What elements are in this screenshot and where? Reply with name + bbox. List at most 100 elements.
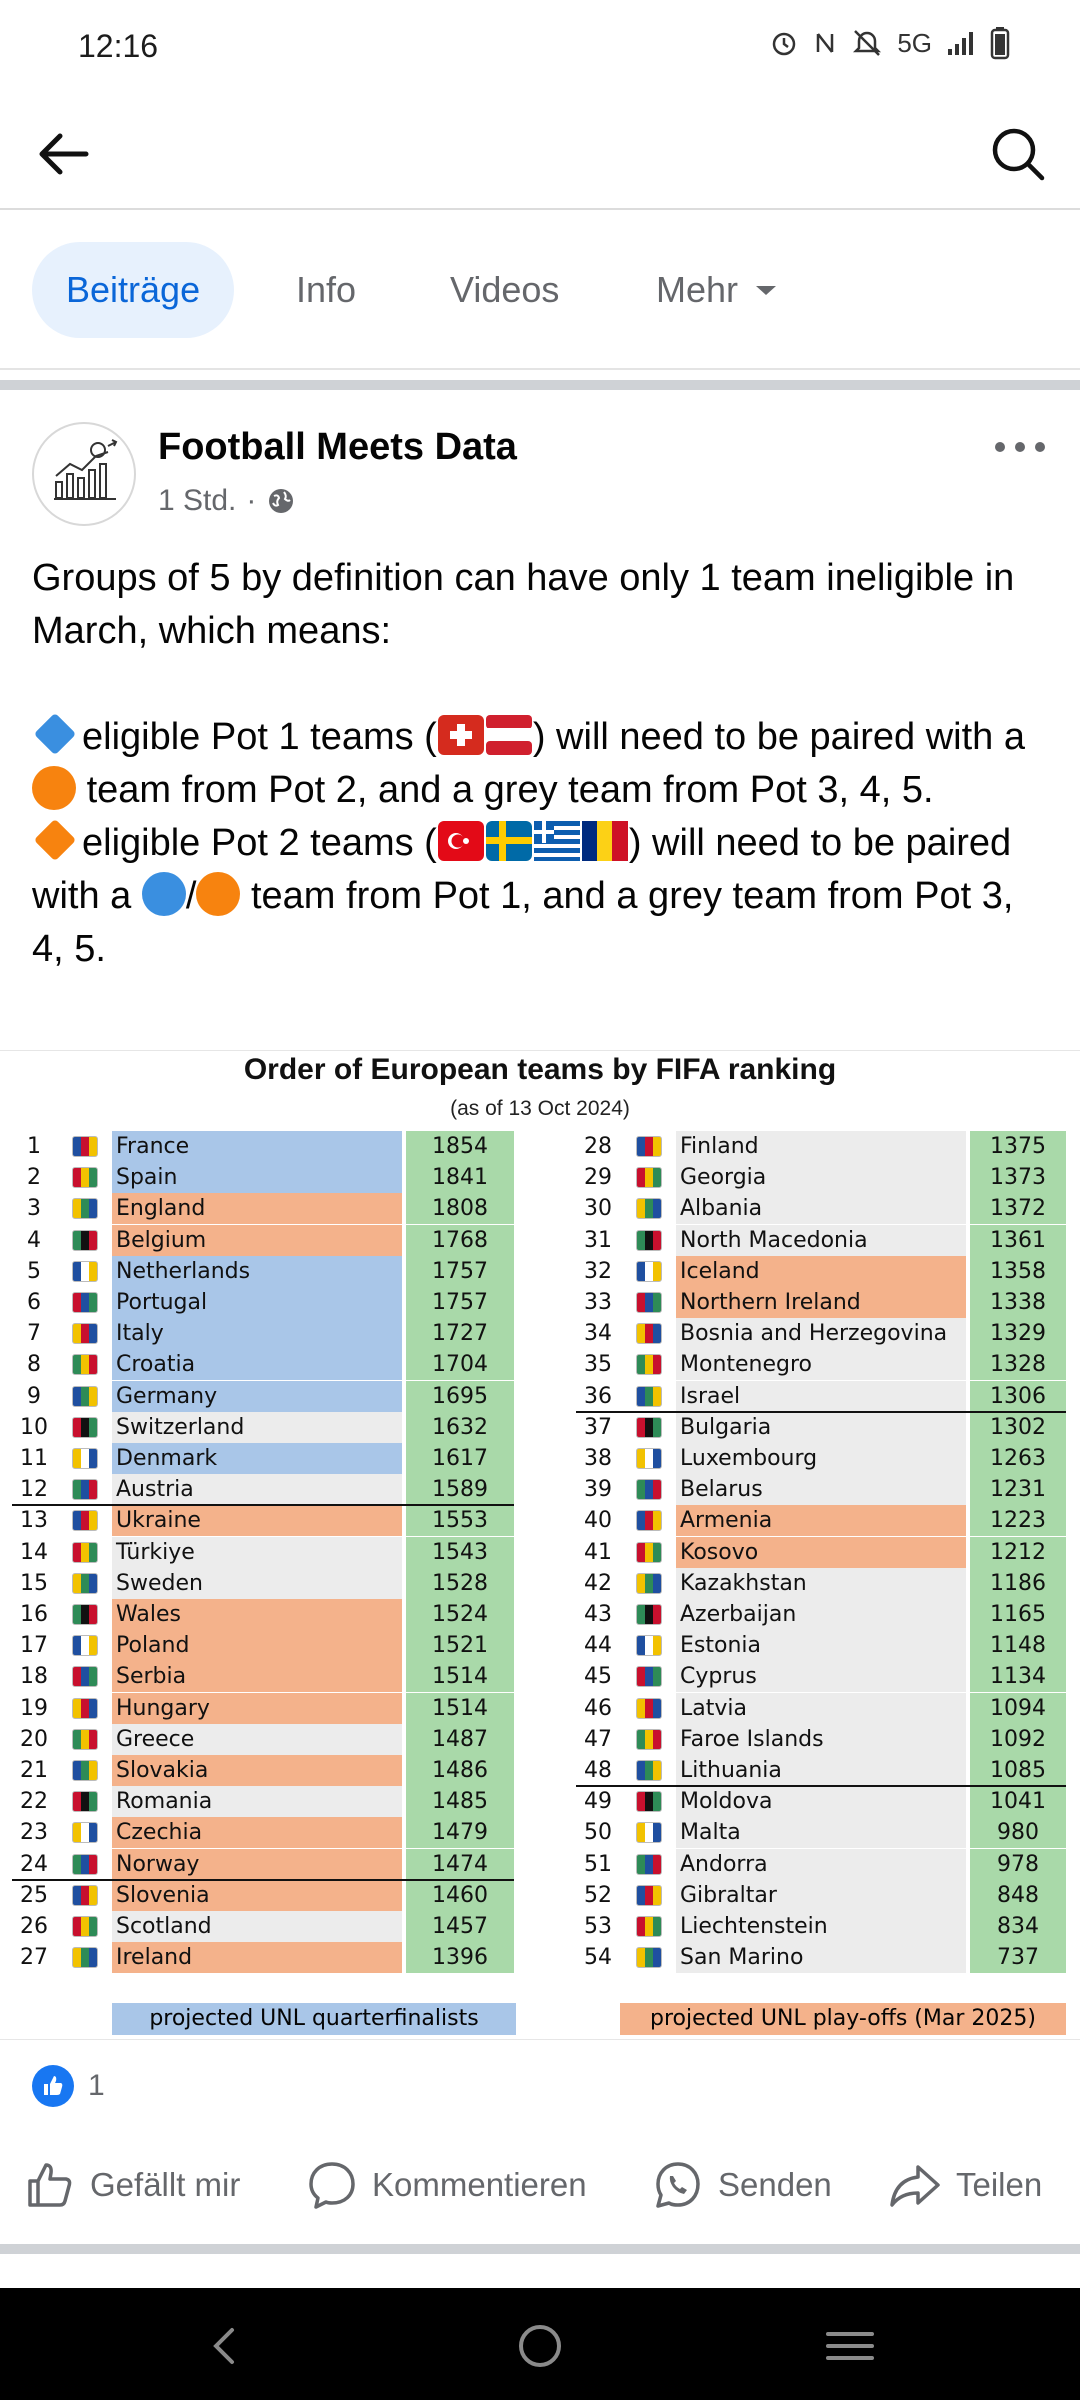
- pot-separator-line: [12, 1878, 514, 1881]
- team-name: Greece: [112, 1723, 402, 1755]
- rank-number: 45: [584, 1664, 612, 1690]
- nav-back-button[interactable]: [196, 2318, 256, 2374]
- rank-number: 38: [584, 1446, 612, 1471]
- team-flag-icon: [636, 1822, 662, 1844]
- team-name: Romania: [112, 1786, 402, 1818]
- team-name: Belgium: [112, 1224, 402, 1256]
- post-image[interactable]: Order of European teams by FIFA ranking …: [0, 1050, 1080, 2040]
- post-author[interactable]: Football Meets Data: [158, 426, 517, 468]
- tab-info[interactable]: Info: [296, 242, 356, 338]
- share-button[interactable]: Teilen: [888, 2140, 1042, 2230]
- back-arrow-icon: [39, 133, 89, 175]
- team-name: Northern Ireland: [676, 1287, 966, 1318]
- team-name: Poland: [112, 1630, 402, 1662]
- ranking-row: 9 Germany 1695: [12, 1380, 518, 1412]
- rank-number: 48: [584, 1758, 612, 1783]
- ranking-row: 37 Bulgaria 1302: [576, 1411, 1068, 1443]
- post-time[interactable]: 1 Std.: [158, 484, 237, 517]
- ranking-row: 32 Iceland 1358: [576, 1255, 1068, 1287]
- back-button[interactable]: [32, 122, 96, 186]
- switzerland-flag-icon: [437, 715, 484, 755]
- tab-videos[interactable]: Videos: [450, 242, 559, 338]
- ranking-row: 19 Hungary 1514: [12, 1692, 518, 1724]
- team-name: Croatia: [112, 1349, 402, 1381]
- team-flag-icon: [636, 1541, 662, 1563]
- team-flag-icon: [72, 1853, 98, 1875]
- pot-separator-line: [576, 1785, 1066, 1788]
- page-avatar[interactable]: [32, 422, 136, 526]
- rank-number: 51: [584, 1851, 612, 1877]
- tab-mehr[interactable]: Mehr: [656, 242, 780, 338]
- comment-button[interactable]: Kommentieren: [306, 2140, 587, 2230]
- legend-playoffs: projected UNL play-offs (Mar 2025): [620, 2003, 1066, 2035]
- post-text-blank: [32, 658, 1048, 711]
- team-flag-icon: [72, 1666, 98, 1688]
- team-points: 1396: [406, 1942, 514, 1974]
- ranking-row: 17 Poland 1521: [12, 1630, 518, 1662]
- nav-home-icon: [519, 2325, 561, 2367]
- team-name: Hungary: [112, 1692, 402, 1724]
- nav-recents-button[interactable]: [820, 2318, 880, 2374]
- tab-beitraege[interactable]: Beiträge: [32, 242, 235, 338]
- team-name: Andorra: [676, 1848, 966, 1880]
- search-button[interactable]: [986, 122, 1050, 186]
- rank-number: 35: [584, 1352, 612, 1378]
- team-points: 1372: [970, 1193, 1066, 1225]
- ranking-row: 5 Netherlands 1757: [12, 1255, 518, 1287]
- bullet2-slash: /: [185, 875, 197, 917]
- team-name: Georgia: [676, 1162, 966, 1194]
- team-name: Finland: [676, 1131, 966, 1162]
- pot-separator-line: [576, 1410, 1066, 1413]
- ranking-table-left: 1 France 1854 2 Spain 1841 3 England 1808 4 Belgiu…: [12, 1131, 518, 1974]
- team-points: 1306: [970, 1380, 1066, 1412]
- reaction-count: 1: [88, 2069, 105, 2102]
- team-flag-icon: [636, 1323, 662, 1345]
- ranking-row: 25 Slovenia 1460: [12, 1879, 518, 1911]
- team-points: 1757: [406, 1255, 514, 1287]
- team-name: Belarus: [676, 1474, 966, 1506]
- team-points: 1085: [970, 1755, 1066, 1786]
- rank-number: 14: [20, 1539, 48, 1565]
- ranking-row: 35 Montenegro 1328: [576, 1349, 1068, 1381]
- team-points: 1553: [406, 1505, 514, 1537]
- team-points: 848: [970, 1879, 1066, 1911]
- reaction-summary[interactable]: 1: [32, 2058, 105, 2114]
- orange-diamond-icon: [33, 818, 77, 862]
- team-name: Serbia: [112, 1661, 402, 1693]
- team-points: 1589: [406, 1474, 514, 1506]
- ranking-row: 22 Romania 1485: [12, 1786, 518, 1818]
- rank-number: 29: [584, 1165, 612, 1191]
- team-flag-icon: [636, 1604, 662, 1625]
- team-points: 1186: [970, 1567, 1066, 1599]
- team-flag-icon: [636, 1728, 662, 1750]
- team-name: Lithuania: [676, 1755, 966, 1786]
- chart-logo-icon: [54, 439, 118, 500]
- rank-number: 9: [27, 1383, 41, 1409]
- more-options-button[interactable]: [990, 432, 1050, 462]
- rank-number: 2: [27, 1165, 41, 1191]
- ranking-row: 21 Slovakia 1486: [12, 1755, 518, 1786]
- rank-number: 46: [584, 1695, 612, 1721]
- nav-home-button[interactable]: [510, 2318, 570, 2374]
- rank-number: 50: [584, 1820, 612, 1846]
- ranking-row: 51 Andorra 978: [576, 1848, 1068, 1880]
- bullet2-post: ) will need to be paired with a: [32, 822, 1012, 917]
- team-points: 1457: [406, 1911, 514, 1942]
- mute-icon: [851, 28, 883, 58]
- ranking-row: 44 Estonia 1148: [576, 1630, 1068, 1662]
- rank-number: 30: [584, 1196, 612, 1222]
- pot-separator-line: [12, 1504, 514, 1507]
- rank-number: 24: [20, 1851, 48, 1877]
- bullet1-post: ) will need to be paired with a: [532, 716, 1026, 758]
- image-subtitle: (as of 13 Oct 2024): [450, 1097, 630, 1120]
- post-text-bullet2: eligible Pot 2 teams () will need to be …: [32, 817, 1048, 976]
- ranking-row: 48 Lithuania 1085: [576, 1755, 1068, 1786]
- send-button[interactable]: Senden: [652, 2140, 832, 2230]
- dropdown-caret-icon: [756, 286, 777, 295]
- team-flag-icon: [72, 1292, 98, 1313]
- like-button[interactable]: Gefällt mir: [24, 2140, 240, 2230]
- post-text-line1: Groups of 5 by definition can have only …: [32, 557, 1015, 652]
- ranking-row: 54 San Marino 737: [576, 1942, 1068, 1974]
- team-name: Iceland: [676, 1255, 966, 1287]
- team-flag-icon: [72, 1822, 98, 1844]
